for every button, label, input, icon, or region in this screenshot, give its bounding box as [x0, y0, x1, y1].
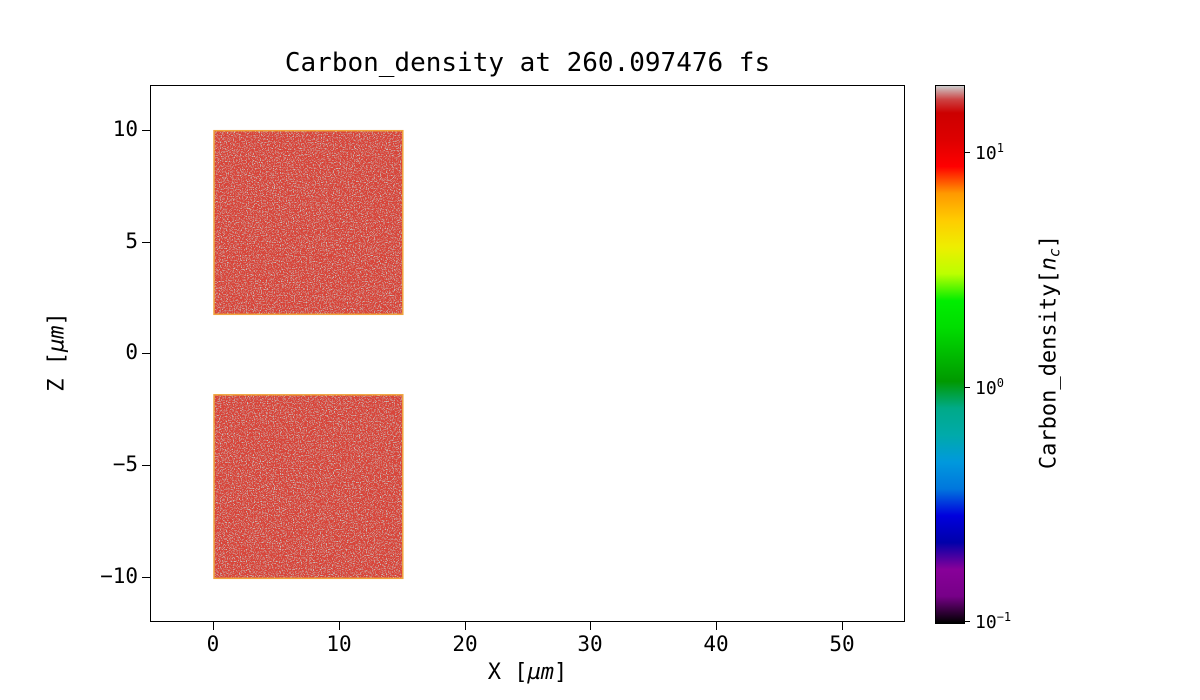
- colorbar-label-subscript: c: [1045, 248, 1064, 258]
- colorbar-tick-mark: [964, 621, 970, 622]
- x-tick-label: 10: [326, 632, 352, 656]
- y-tick-label: −5: [112, 452, 138, 476]
- y-tick-mark: [142, 577, 150, 578]
- y-tick-label: 0: [125, 340, 138, 364]
- y-axis-label-text: Z [: [44, 352, 70, 392]
- colorbar-tick-label: 10−1: [975, 610, 1011, 633]
- x-tick-label: 0: [206, 632, 220, 656]
- colorbar-tick-label: 100: [975, 376, 1004, 399]
- x-tick-label: 40: [703, 632, 729, 656]
- y-tick-mark: [142, 353, 150, 354]
- x-tick-mark: [465, 622, 466, 630]
- colorbar-label-var: n: [1036, 257, 1062, 271]
- x-tick-mark: [590, 622, 591, 630]
- colorbar-tick-exponent: 1: [996, 141, 1004, 155]
- x-tick-mark: [716, 622, 717, 630]
- x-tick-label: 30: [577, 632, 603, 656]
- y-tick-mark: [142, 130, 150, 131]
- colorbar-tick-base: 10: [975, 612, 997, 633]
- colorbar-tick-exponent: −1: [996, 610, 1012, 624]
- y-tick-mark: [142, 465, 150, 466]
- colorbar-label-text: Carbon_density[: [1036, 270, 1062, 470]
- x-tick-label: 20: [452, 632, 478, 656]
- y-tick-label: 10: [112, 117, 138, 141]
- y-tick-label: 5: [125, 229, 138, 253]
- y-axis-label-close: ]: [44, 312, 70, 326]
- plot-area: [150, 85, 905, 622]
- x-tick-mark: [213, 622, 214, 630]
- density-slab-lower: [213, 394, 404, 580]
- x-tick-mark: [339, 622, 340, 630]
- x-axis-label-text: X [: [487, 660, 528, 685]
- density-slab-upper: [213, 129, 404, 316]
- x-tick-mark: [842, 622, 843, 630]
- colorbar-label: Carbon_density[nc]: [1037, 235, 1064, 469]
- x-axis-label-close: ]: [554, 660, 568, 685]
- colorbar-tick-label: 101: [975, 141, 1004, 164]
- colorbar-label-close: ]: [1036, 234, 1062, 249]
- x-axis-label: X [µm]: [150, 660, 905, 685]
- colorbar-tick-base: 10: [975, 378, 997, 399]
- chart-title: Carbon_density at 260.097476 fs: [284, 48, 771, 78]
- colorbar-tick-mark: [964, 152, 970, 153]
- y-axis-label-unit: µm: [44, 325, 70, 353]
- density-plot-canvas: [213, 129, 404, 580]
- x-tick-label: 50: [829, 632, 855, 656]
- y-tick-mark: [142, 242, 150, 243]
- y-axis-label: Z [µm]: [45, 312, 70, 392]
- colorbar-tick-exponent: 0: [996, 376, 1004, 390]
- x-axis-label-unit: µm: [527, 660, 555, 685]
- colorbar: [935, 85, 965, 624]
- y-tick-label: −10: [100, 564, 138, 588]
- colorbar-tick-mark: [964, 387, 970, 388]
- colorbar-tick-base: 10: [975, 143, 997, 164]
